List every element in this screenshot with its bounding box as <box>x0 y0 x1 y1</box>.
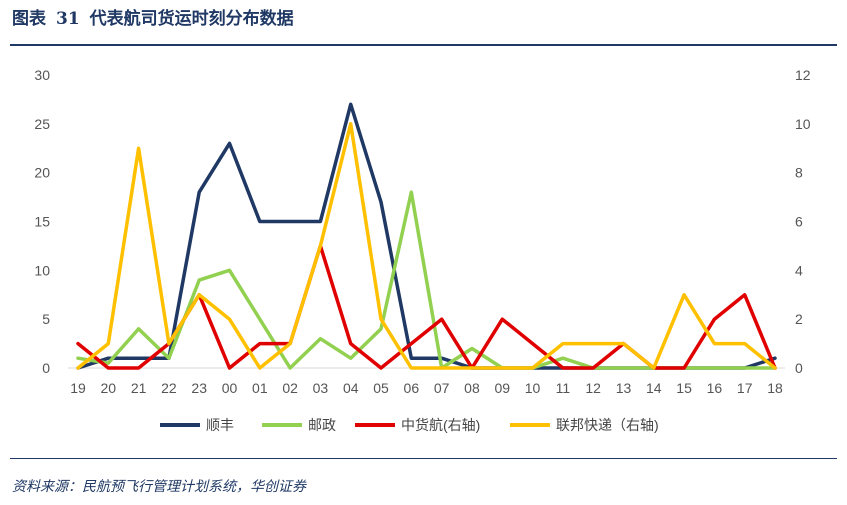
y-left-tick-label: 15 <box>34 214 50 230</box>
legend-label: 邮政 <box>308 417 336 433</box>
series-line-2 <box>76 244 777 370</box>
x-tick-label: 19 <box>70 380 86 396</box>
x-tick-label: 11 <box>556 380 571 396</box>
x-tick-label: 20 <box>101 380 117 396</box>
y-right-tick-label: 4 <box>795 262 803 278</box>
source-rule <box>10 458 837 459</box>
x-tick-label: 02 <box>282 380 298 396</box>
series-lines <box>76 102 777 370</box>
x-tick-label: 15 <box>676 380 692 396</box>
source-note: 资料来源：民航预飞行管理计划系统，华创证券 <box>12 479 306 495</box>
x-tick-label: 16 <box>707 380 723 396</box>
x-tick-label: 22 <box>161 380 177 396</box>
y-right-tick-label: 8 <box>795 165 803 181</box>
x-tick-label: 08 <box>464 380 480 396</box>
y-right-tick-label: 6 <box>795 214 803 230</box>
legend-label: 联邦快递（右轴) <box>556 417 659 433</box>
x-tick-label: 23 <box>191 380 207 396</box>
y-left-tick-label: 5 <box>42 311 50 327</box>
x-tick-label: 05 <box>373 380 389 396</box>
y-right-tick-label: 12 <box>795 67 811 83</box>
figure-number: 31 <box>56 9 80 29</box>
series-line-3 <box>76 122 777 370</box>
x-tick-label: 10 <box>525 380 541 396</box>
x-tick-label: 07 <box>434 380 450 396</box>
figure-label: 图表 <box>12 9 46 29</box>
figure-title: 图表 31 代表航司货运时刻分布数据 <box>12 6 294 32</box>
x-tick-label: 00 <box>222 380 238 396</box>
figure-caption: 代表航司货运时刻分布数据 <box>89 9 294 29</box>
x-tick-label: 01 <box>252 380 268 396</box>
x-tick-label: 13 <box>616 380 632 396</box>
y-left-tick-label: 25 <box>34 116 50 132</box>
legend-label: 中货航(右轴) <box>401 417 480 433</box>
y-right-tick-label: 0 <box>795 360 803 376</box>
y-left-tick-label: 10 <box>34 262 50 278</box>
x-tick-label: 17 <box>737 380 753 396</box>
x-tick-label: 21 <box>131 380 147 396</box>
legend-label: 顺丰 <box>206 417 234 433</box>
legend: 顺丰 邮政 中货航(右轴) 联邦快递（右轴) <box>160 417 659 433</box>
y-left-tick-label: 20 <box>34 165 50 181</box>
x-tick-label: 04 <box>343 380 359 396</box>
x-tick-label: 09 <box>494 380 510 396</box>
x-tick-label: 14 <box>646 380 662 396</box>
title-rule <box>10 44 837 46</box>
x-tick-label: 06 <box>404 380 420 396</box>
x-tick-label: 18 <box>767 380 783 396</box>
y-left-tick-label: 30 <box>34 67 50 83</box>
y-right-tick-label: 2 <box>795 311 803 327</box>
y-left-tick-label: 0 <box>42 360 50 376</box>
x-tick-label: 03 <box>313 380 329 396</box>
y-right-tick-label: 10 <box>795 116 811 132</box>
x-tick-label: 12 <box>585 380 601 396</box>
